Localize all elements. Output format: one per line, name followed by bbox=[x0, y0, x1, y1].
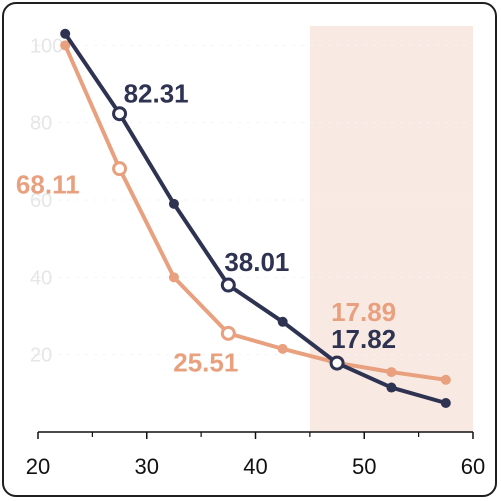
series-line bbox=[63, 32, 447, 405]
data-point bbox=[440, 374, 451, 385]
y-grid-layer bbox=[34, 44, 473, 356]
y-tick-label: 80 bbox=[30, 113, 52, 135]
labeled-point bbox=[220, 277, 236, 293]
x-tick-label: 30 bbox=[135, 454, 159, 479]
data-labels: 82.31 38.01 17.82 68.11 25.51 17.89 bbox=[16, 79, 396, 378]
data-label: 68.11 bbox=[16, 170, 80, 200]
y-tick-label: 20 bbox=[30, 345, 52, 367]
data-label: 17.82 bbox=[331, 324, 396, 354]
x-axis: 20 30 40 50 60 bbox=[26, 431, 485, 479]
y-tick-label: 100 bbox=[30, 35, 63, 57]
data-point bbox=[386, 367, 397, 378]
y-tick-label: 40 bbox=[30, 267, 52, 289]
labeled-point bbox=[329, 355, 345, 371]
data-point bbox=[386, 382, 397, 393]
x-tick-label: 60 bbox=[461, 454, 485, 479]
y-tick-labels: 20 40 60 80 100 bbox=[30, 35, 63, 366]
x-tick-label: 40 bbox=[243, 454, 267, 479]
series-line bbox=[63, 44, 447, 382]
series-layer bbox=[60, 28, 451, 408]
data-label: 17.89 bbox=[331, 297, 396, 327]
data-label: 38.01 bbox=[224, 247, 289, 277]
data-point bbox=[277, 316, 288, 327]
x-tick-label: 50 bbox=[352, 454, 376, 479]
data-point bbox=[440, 398, 451, 408]
labeled-point bbox=[220, 325, 236, 341]
data-label: 25.51 bbox=[173, 347, 238, 377]
y-tick-label: 60 bbox=[30, 190, 52, 212]
data-point bbox=[60, 40, 71, 51]
data-point bbox=[277, 343, 288, 354]
labeled-point bbox=[112, 161, 128, 177]
labeled-point bbox=[112, 106, 128, 122]
data-point bbox=[60, 28, 71, 39]
data-point bbox=[168, 272, 179, 283]
data-label: 82.31 bbox=[124, 79, 189, 109]
data-point bbox=[168, 198, 179, 209]
x-tick-label: 20 bbox=[26, 454, 50, 479]
